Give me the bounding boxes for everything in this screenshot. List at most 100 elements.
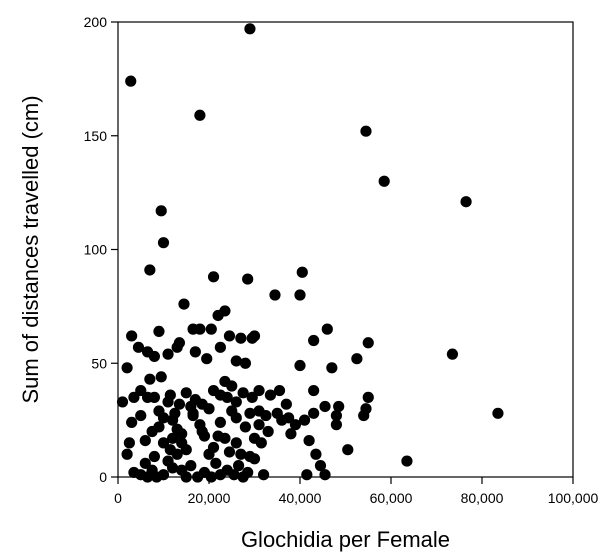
data-point bbox=[244, 23, 256, 35]
data-point bbox=[230, 412, 242, 424]
data-point bbox=[139, 457, 151, 469]
data-point bbox=[253, 384, 265, 397]
data-point bbox=[157, 437, 170, 449]
data-point bbox=[139, 435, 151, 447]
data-point bbox=[155, 205, 167, 217]
data-point bbox=[157, 237, 170, 249]
data-point bbox=[148, 450, 160, 463]
data-point bbox=[171, 341, 183, 353]
data-point bbox=[310, 448, 322, 460]
data-point bbox=[378, 175, 390, 187]
y-tick-label: 200 bbox=[84, 14, 108, 30]
data-point bbox=[321, 323, 333, 335]
data-point bbox=[185, 460, 197, 472]
data-point bbox=[230, 437, 242, 449]
data-point bbox=[221, 391, 233, 403]
x-tick-label: 20,000 bbox=[188, 490, 231, 506]
plot-frame bbox=[117, 21, 574, 478]
data-point bbox=[401, 455, 413, 467]
data-point bbox=[492, 407, 504, 419]
data-point bbox=[121, 362, 133, 374]
data-point bbox=[135, 384, 147, 397]
data-point bbox=[362, 337, 374, 349]
data-point bbox=[308, 384, 320, 397]
data-point bbox=[135, 409, 147, 422]
data-point bbox=[308, 334, 320, 347]
data-point bbox=[164, 444, 176, 456]
x-axis-ticks: 0 20,000 40,000 60,000 80,000 100,000 bbox=[114, 477, 599, 506]
data-point bbox=[253, 405, 265, 417]
data-point bbox=[126, 416, 138, 428]
y-axis-title: Sum of distances travelled (cm) bbox=[18, 95, 43, 403]
data-point bbox=[167, 462, 179, 474]
data-point bbox=[162, 348, 174, 360]
data-point bbox=[242, 466, 254, 479]
y-tick-label: 150 bbox=[84, 128, 108, 144]
data-point bbox=[235, 448, 247, 460]
x-tick-label: 40,000 bbox=[279, 490, 322, 506]
data-point bbox=[262, 425, 274, 438]
data-point bbox=[460, 196, 472, 208]
x-tick-label: 100,000 bbox=[548, 490, 599, 506]
data-point bbox=[269, 289, 281, 301]
data-point bbox=[167, 432, 179, 444]
data-point bbox=[296, 266, 308, 278]
data-point bbox=[330, 409, 342, 422]
data-point bbox=[194, 109, 206, 121]
data-point bbox=[273, 384, 286, 397]
data-point bbox=[319, 400, 331, 413]
data-point bbox=[125, 75, 137, 87]
data-point bbox=[242, 273, 254, 285]
data-point bbox=[294, 289, 306, 301]
data-point bbox=[280, 398, 292, 410]
data-point bbox=[203, 448, 215, 460]
data-point bbox=[153, 405, 165, 417]
data-point bbox=[214, 416, 226, 428]
data-point bbox=[308, 407, 320, 419]
data-point bbox=[153, 325, 165, 337]
data-point bbox=[303, 435, 315, 447]
data-point bbox=[264, 389, 277, 401]
data-point bbox=[235, 332, 247, 344]
data-point bbox=[244, 407, 256, 419]
data-point bbox=[196, 425, 208, 438]
data-point bbox=[246, 332, 258, 344]
data-point bbox=[333, 400, 345, 413]
data-point bbox=[212, 309, 224, 322]
data-point bbox=[207, 271, 220, 283]
data-point bbox=[283, 412, 295, 424]
data-point bbox=[223, 446, 236, 458]
data-point bbox=[253, 419, 265, 431]
data-point bbox=[326, 362, 338, 374]
data-point bbox=[237, 387, 249, 399]
x-axis-title: Glochidia per Female bbox=[241, 527, 450, 552]
data-point bbox=[239, 421, 251, 433]
data-point bbox=[203, 403, 215, 415]
data-point bbox=[301, 469, 313, 481]
data-point bbox=[314, 460, 327, 472]
data-point bbox=[362, 391, 374, 403]
data-point bbox=[155, 371, 167, 383]
data-point bbox=[223, 330, 236, 342]
data-point bbox=[342, 444, 354, 456]
data-point bbox=[330, 419, 342, 431]
data-point bbox=[246, 391, 258, 403]
data-point bbox=[230, 355, 242, 367]
data-point bbox=[255, 437, 267, 449]
data-point bbox=[157, 469, 170, 481]
data-point bbox=[187, 323, 199, 335]
data-point bbox=[289, 419, 302, 431]
data-point bbox=[205, 323, 217, 335]
data-point bbox=[185, 400, 197, 413]
data-point bbox=[171, 423, 183, 435]
data-point bbox=[248, 453, 261, 465]
y-tick-label: 100 bbox=[84, 242, 108, 258]
data-point bbox=[144, 264, 156, 276]
data-point bbox=[162, 396, 174, 408]
data-point bbox=[298, 414, 311, 426]
data-point bbox=[232, 460, 245, 472]
data-point bbox=[146, 425, 158, 438]
data-point bbox=[294, 359, 306, 372]
data-point bbox=[148, 350, 160, 363]
